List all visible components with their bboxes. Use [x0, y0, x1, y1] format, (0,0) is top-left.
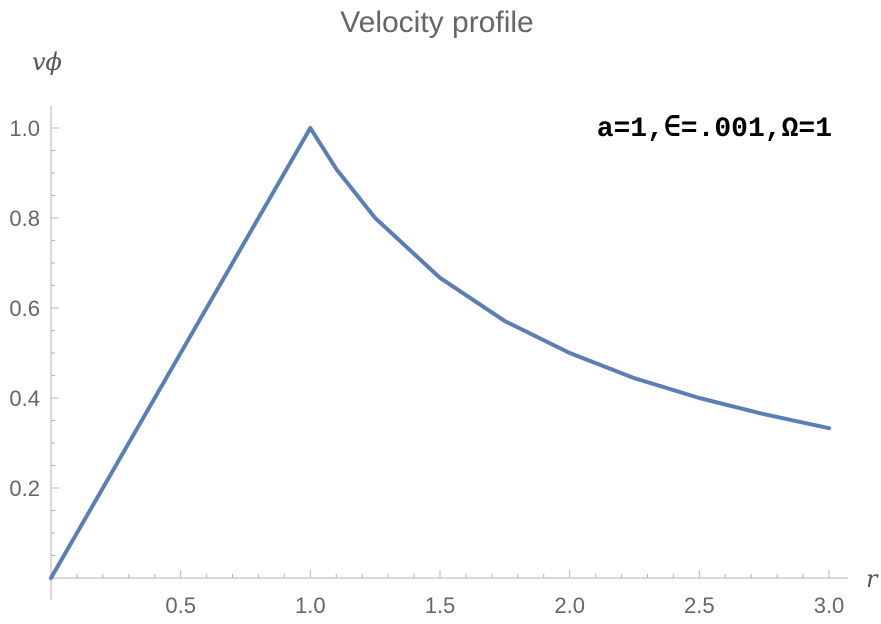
y-axis-label: vϕ [32, 48, 62, 76]
x-tick-label: 1.0 [295, 593, 326, 618]
y-tick-label: 1.0 [9, 116, 40, 141]
y-tick-label: 0.2 [9, 476, 40, 501]
y-tick-labels: 0.2 0.4 0.6 0.8 1.0 [9, 116, 40, 501]
parameter-annotation: a=1,∈=.001,Ω=1 [597, 114, 832, 145]
tick-marks [51, 127, 830, 578]
x-tick-label: 2.5 [684, 593, 715, 618]
series-layer [49, 126, 831, 580]
y-tick-label: 0.6 [9, 296, 40, 321]
x-tick-label: 2.0 [554, 593, 585, 618]
x-tick-label: 0.5 [165, 593, 196, 618]
velocity-line [49, 126, 831, 580]
axes [50, 105, 848, 600]
y-tick-label: 0.4 [9, 386, 40, 411]
x-axis-label: r [866, 565, 879, 593]
x-tick-label: 3.0 [814, 593, 845, 618]
y-tick-label: 0.8 [9, 206, 40, 231]
y-axis-label-text: vϕ [32, 48, 62, 76]
x-tick-label: 1.5 [425, 593, 456, 618]
chart-title: Velocity profile [340, 6, 533, 39]
x-tick-labels: 0.5 1.0 1.5 2.0 2.5 3.0 [165, 593, 844, 618]
